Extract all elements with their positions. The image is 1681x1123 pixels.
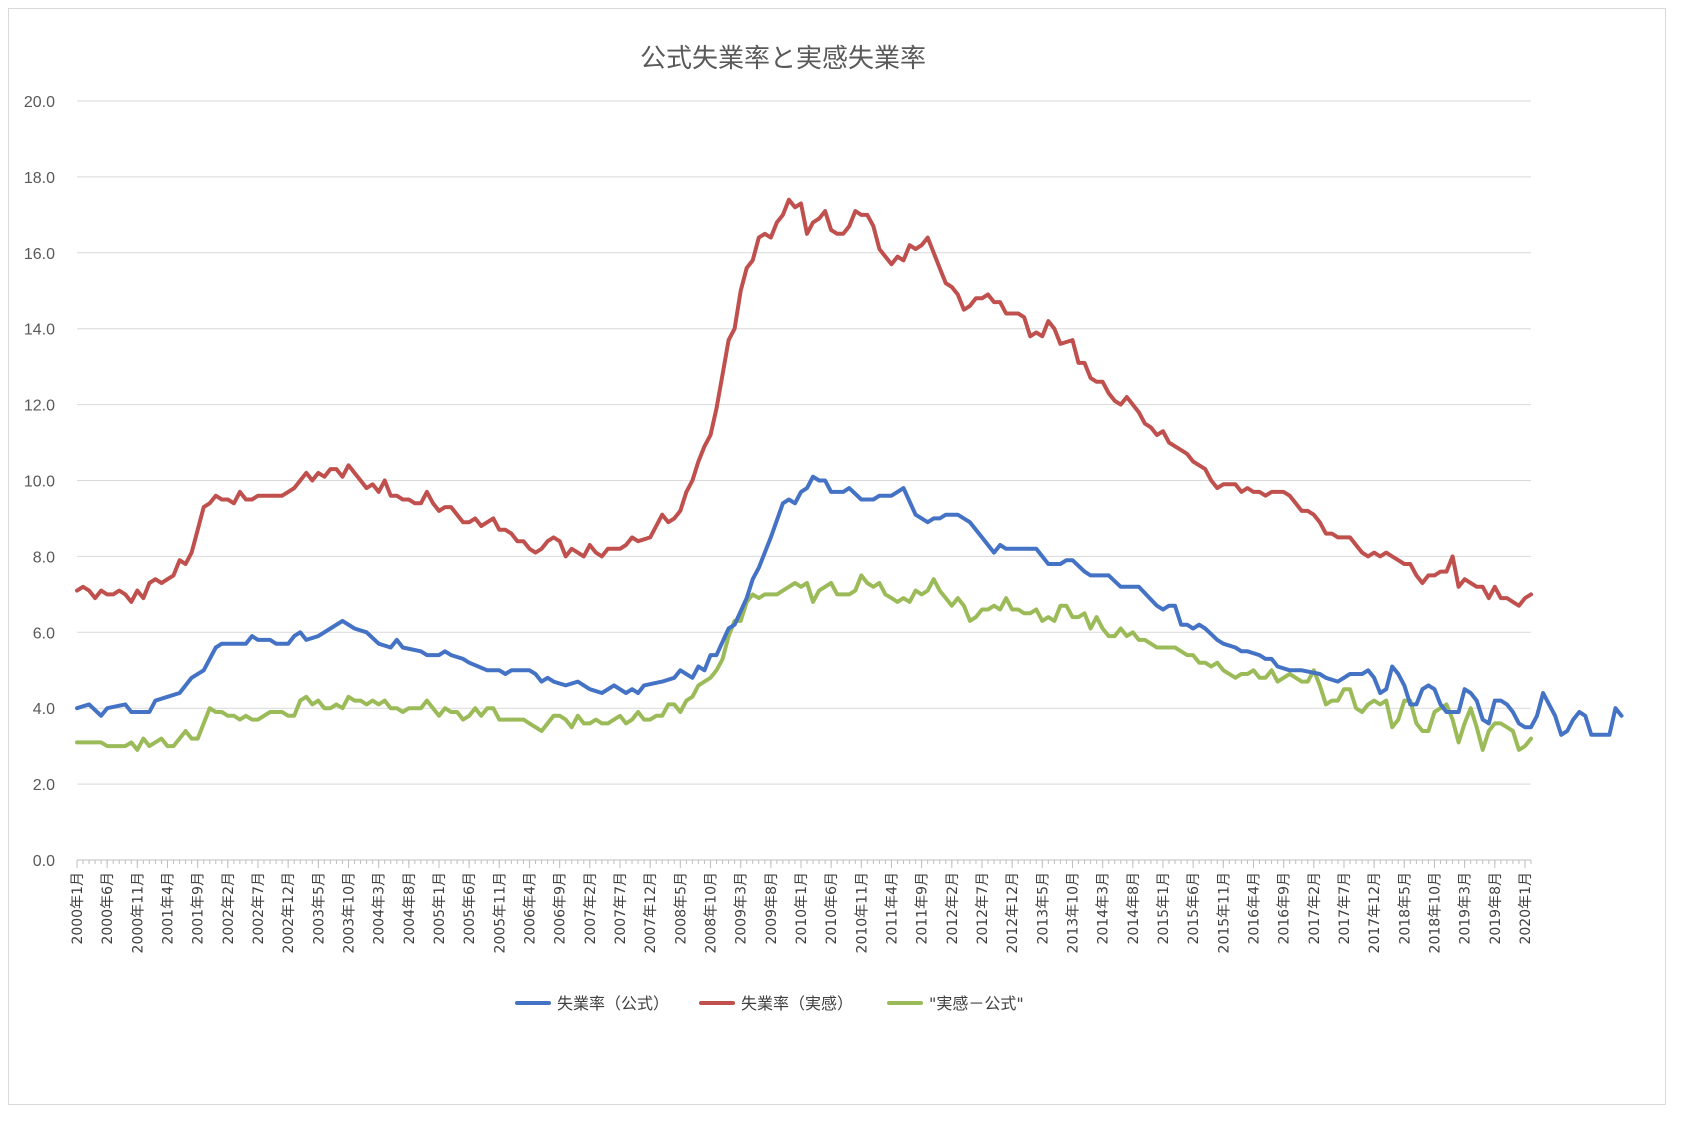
x-tick-label: 2013年5月 xyxy=(1035,872,1051,945)
x-tick-label: 2003年5月 xyxy=(311,872,327,945)
gridlines xyxy=(77,100,1531,785)
x-tick-label: 2006年9月 xyxy=(553,872,569,945)
x-tick-label: 2013年10月 xyxy=(1065,872,1081,953)
x-tick-label: 2015年1月 xyxy=(1156,872,1172,945)
x-tick-label: 2016年9月 xyxy=(1277,872,1293,945)
chart-frame: 公式失業率と実感失業率 0.0 2.0 4.0 6.0 8.0 10.0 12.0 14.0 1… xyxy=(8,8,1666,1105)
x-tick-label: 2014年8月 xyxy=(1126,872,1142,945)
y-tick-label: 20.0 xyxy=(24,94,55,111)
legend: 失業率（公式） 失業率（実感） "実感－公式" xyxy=(515,994,1024,1013)
y-tick-label: 16.0 xyxy=(24,246,55,263)
x-tick-label: 2018年10月 xyxy=(1427,872,1443,953)
series-lines xyxy=(75,197,1624,752)
x-tick-label: 2004年3月 xyxy=(372,872,388,945)
y-tick-label: 18.0 xyxy=(24,170,55,187)
legend-label: "実感－公式" xyxy=(929,994,1024,1013)
x-tick-label: 2017年12月 xyxy=(1367,872,1383,953)
y-tick-label: 10.0 xyxy=(24,474,55,491)
x-axis: 2000年1月 2000年6月 2000年11月 2001年4月 2001年9月 2002… xyxy=(70,859,1534,953)
x-tick-label: 2006年4月 xyxy=(522,872,538,945)
x-tick-label: 2011年4月 xyxy=(884,872,900,945)
x-tick-label: 2007年2月 xyxy=(583,872,599,945)
x-tick-label: 2005年11月 xyxy=(492,872,508,953)
x-tick-label: 2010年6月 xyxy=(824,872,840,945)
legend-label: 失業率（公式） xyxy=(557,994,669,1013)
x-tick-label: 2012年12月 xyxy=(1005,872,1021,953)
x-tick-label: 2019年3月 xyxy=(1458,872,1474,945)
y-tick-label: 4.0 xyxy=(33,701,55,718)
x-tick-label: 2008年5月 xyxy=(673,872,689,945)
x-tick-label: 2002年12月 xyxy=(281,872,297,953)
legend-label: 失業率（実感） xyxy=(741,994,853,1013)
x-tick-label: 2000年6月 xyxy=(100,872,116,945)
y-tick-label: 6.0 xyxy=(33,625,55,642)
x-tick-label: 2017年7月 xyxy=(1337,872,1353,945)
y-tick-label: 0.0 xyxy=(33,853,55,870)
x-tick-label: 2015年11月 xyxy=(1216,872,1232,953)
x-tick-label: 2011年9月 xyxy=(915,872,931,945)
x-tick-label: 2019年8月 xyxy=(1488,872,1504,945)
x-tick-label: 2012年7月 xyxy=(975,872,991,945)
x-tick-label: 2003年10月 xyxy=(341,872,357,953)
x-tick-label: 2018年5月 xyxy=(1397,872,1413,945)
series-line xyxy=(75,573,1533,752)
y-tick-label: 2.0 xyxy=(33,777,55,794)
x-tick-label: 2002年2月 xyxy=(221,872,237,945)
x-tick-label: 2020年1月 xyxy=(1518,872,1534,945)
y-tick-label: 14.0 xyxy=(24,322,55,339)
x-tick-label: 2017年2月 xyxy=(1307,872,1323,945)
x-tick-label: 2001年4月 xyxy=(160,872,176,945)
x-tick-label: 2005年6月 xyxy=(462,872,478,945)
x-tick-label: 2009年3月 xyxy=(734,872,750,945)
series-line xyxy=(75,197,1533,608)
y-tick-label: 12.0 xyxy=(24,398,55,415)
x-tick-label: 2009年8月 xyxy=(764,872,780,945)
x-tick-label: 2010年11月 xyxy=(854,872,870,953)
x-tick-label: 2008年10月 xyxy=(703,872,719,953)
x-tick-label: 2007年7月 xyxy=(613,872,629,945)
x-tick-label: 2005年1月 xyxy=(432,872,448,945)
series-line xyxy=(75,474,1624,737)
chart-title: 公式失業率と実感失業率 xyxy=(640,44,926,74)
x-tick-label: 2000年11月 xyxy=(130,872,146,953)
line-chart: 公式失業率と実感失業率 0.0 2.0 4.0 6.0 8.0 10.0 12.0 14.0 1… xyxy=(24,44,1624,1013)
x-tick-label: 2010年1月 xyxy=(794,872,810,945)
x-tick-label: 2015年6月 xyxy=(1186,872,1202,945)
x-tick-label: 2000年1月 xyxy=(70,872,86,945)
x-tick-label: 2001年9月 xyxy=(191,872,207,945)
y-axis-tick-labels: 0.0 2.0 4.0 6.0 8.0 10.0 12.0 14.0 16.0 18.0 20.0 xyxy=(24,94,55,870)
x-tick-label: 2004年8月 xyxy=(402,872,418,945)
y-tick-label: 8.0 xyxy=(33,549,55,566)
x-tick-label: 2012年2月 xyxy=(945,872,961,945)
x-tick-label: 2002年7月 xyxy=(251,872,267,945)
x-tick-label: 2014年3月 xyxy=(1096,872,1112,945)
x-tick-label: 2016年4月 xyxy=(1246,872,1262,945)
x-tick-label: 2007年12月 xyxy=(643,872,659,953)
